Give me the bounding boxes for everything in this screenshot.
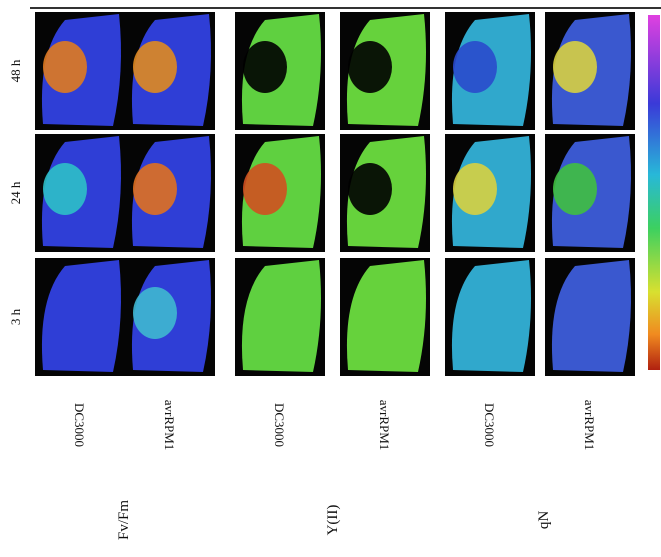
lesion xyxy=(348,163,392,215)
lesion xyxy=(243,41,287,93)
group-label: Fv/Fm xyxy=(116,500,132,540)
row-label: 24 h xyxy=(8,181,23,204)
lesion xyxy=(43,163,87,215)
lesion xyxy=(43,41,87,93)
lesion xyxy=(243,163,287,215)
group-label: qN xyxy=(536,511,552,530)
lesion xyxy=(348,41,392,93)
row-label: 48 h xyxy=(8,59,23,82)
column-label: DC3000 xyxy=(482,403,497,447)
figure: 48 h 24 h 3 h DC3000 avrRPM1 DC3000 avrRPM1 DC3… xyxy=(0,0,661,557)
column-label: DC3000 xyxy=(272,403,287,447)
color-scale xyxy=(648,15,660,370)
lesion xyxy=(133,287,177,339)
column-label: avrRPM1 xyxy=(377,400,392,451)
group-label: Y(II) xyxy=(325,505,341,536)
lesion xyxy=(453,41,497,93)
lesion xyxy=(133,163,177,215)
row-label: 3 h xyxy=(8,308,23,325)
lesion xyxy=(453,163,497,215)
lesion xyxy=(553,41,597,93)
column-label: avrRPM1 xyxy=(162,400,177,451)
lesion xyxy=(553,163,597,215)
column-label: avrRPM1 xyxy=(582,400,597,451)
column-label: DC3000 xyxy=(72,403,87,447)
lesion xyxy=(133,41,177,93)
